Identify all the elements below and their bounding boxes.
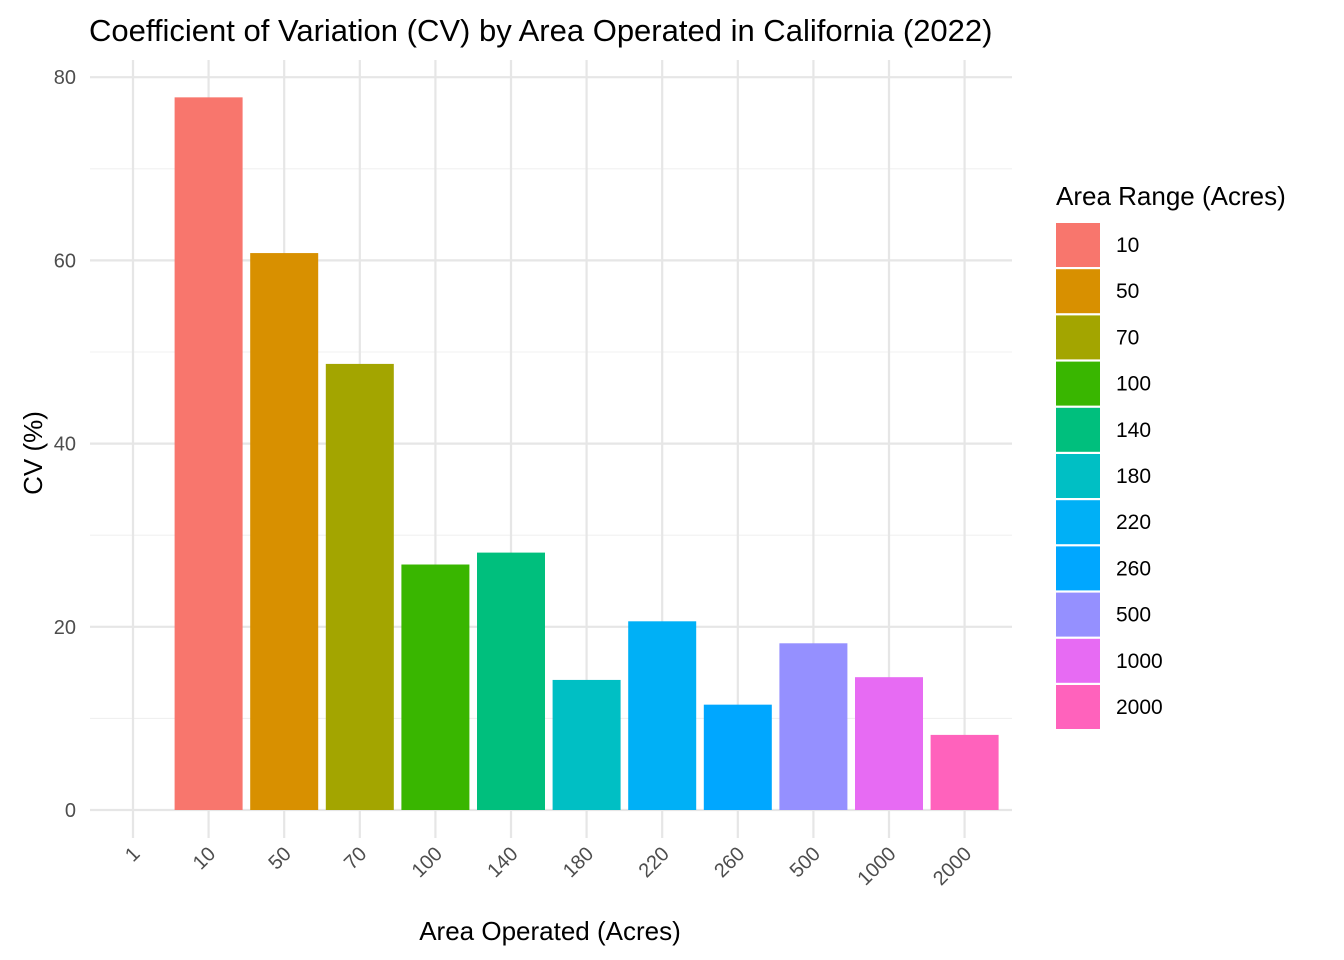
bar-500 <box>779 643 848 810</box>
x-tick-label: 260 <box>710 843 749 882</box>
bar-50 <box>250 253 319 810</box>
legend-key-1000 <box>1056 638 1100 683</box>
y-axis-title: CV (%) <box>18 411 48 495</box>
chart-title: Coefficient of Variation (CV) by Area Op… <box>89 13 992 48</box>
x-tick-label: 1 <box>121 843 144 866</box>
legend-label: 180 <box>1116 465 1151 488</box>
y-tick-label: 40 <box>54 434 76 456</box>
bar-100 <box>401 564 470 810</box>
bar-140 <box>477 552 545 810</box>
legend-label: 70 <box>1116 326 1139 349</box>
legend-label: 50 <box>1116 280 1139 303</box>
legend-label: 500 <box>1116 604 1151 627</box>
legend-title: Area Range (Acres) <box>1056 181 1286 211</box>
x-tick-label: 1000 <box>854 843 901 890</box>
x-axis-title: Area Operated (Acres) <box>419 916 681 946</box>
y-tick-label: 20 <box>54 617 76 639</box>
bar-1000 <box>855 677 923 810</box>
legend-label: 2000 <box>1116 696 1163 719</box>
legend-key-500 <box>1056 592 1100 637</box>
y-axis-ticks: 0 20 40 60 80 <box>54 67 76 822</box>
y-tick-label: 60 <box>54 250 76 272</box>
bar-70 <box>325 363 394 810</box>
bars <box>174 97 999 811</box>
legend-label: 140 <box>1116 419 1151 442</box>
legend-key-50 <box>1056 269 1100 314</box>
legend-label: 1000 <box>1116 650 1163 673</box>
x-tick-label: 100 <box>408 843 447 882</box>
x-tick-label: 70 <box>340 843 371 874</box>
legend-label: 100 <box>1116 373 1151 396</box>
x-tick-label: 500 <box>786 843 825 882</box>
bar-180 <box>552 679 621 810</box>
legend: Area Range (Acres) 10 50 70 100 140 180 220 260… <box>1056 181 1286 729</box>
legend-key-100 <box>1056 361 1100 406</box>
legend-key-220 <box>1056 500 1100 545</box>
x-tick-label: 50 <box>264 843 295 874</box>
legend-label: 260 <box>1116 557 1151 580</box>
legend-key-260 <box>1056 546 1100 591</box>
y-tick-label: 0 <box>65 800 76 822</box>
x-axis-ticks: 1 10 50 70 100 140 180 220 260 500 1000 2000 <box>121 843 976 890</box>
legend-key-180 <box>1056 454 1100 498</box>
x-tick-label: 2000 <box>929 843 976 890</box>
legend-key-140 <box>1056 407 1100 452</box>
legend-key-2000 <box>1056 685 1100 729</box>
y-tick-label: 80 <box>54 67 76 89</box>
bar-10 <box>174 97 243 811</box>
bar-260 <box>703 704 772 810</box>
bar-2000 <box>930 734 999 810</box>
x-tick-label: 220 <box>635 843 674 882</box>
legend-label: 10 <box>1116 234 1139 257</box>
legend-key-70 <box>1056 315 1100 360</box>
bar-220 <box>628 621 697 810</box>
x-tick-label: 140 <box>483 843 522 882</box>
x-tick-label: 180 <box>559 843 598 882</box>
legend-key-10 <box>1056 223 1100 267</box>
legend-label: 220 <box>1116 511 1151 534</box>
x-tick-label: 10 <box>189 843 220 874</box>
